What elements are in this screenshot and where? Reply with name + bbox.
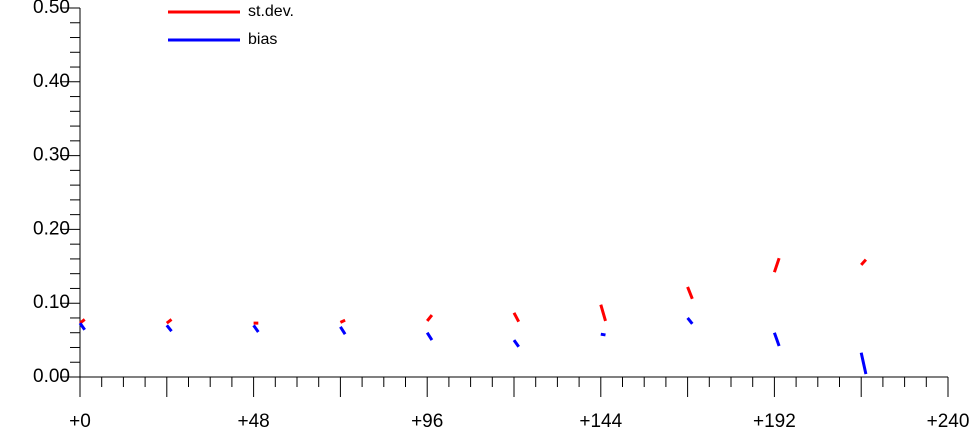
y-tick-label: 0.10 [33,292,70,313]
y-tick-label: 0.50 [33,0,70,18]
x-tick-label: +144 [579,411,622,431]
x-tick-label: +240 [927,411,970,431]
legend-label: bias [248,31,277,48]
x-tick-label: +96 [411,411,443,431]
y-tick-label: 0.20 [33,218,70,239]
series-line [78,317,868,375]
x-tick-label: +0 [69,411,91,431]
legend: st.dev. bias [168,3,294,48]
legend-label: st.dev. [248,3,294,20]
series-line [79,257,868,325]
x-tick-label: +192 [753,411,796,431]
y-tick-label: 0.40 [33,71,70,92]
y-tick-label: 0.00 [33,366,70,387]
x-tick-label: +48 [237,411,269,431]
y-tick-label: 0.30 [33,145,70,166]
